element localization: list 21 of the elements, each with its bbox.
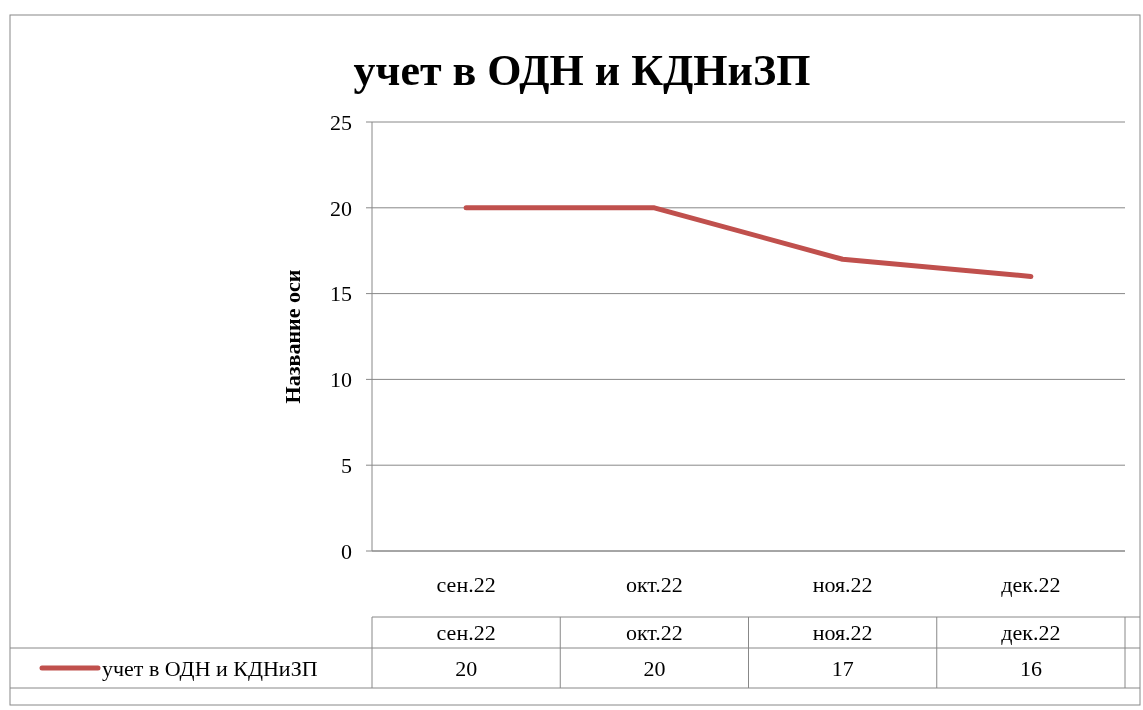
y-tick-label: 20 <box>330 195 352 221</box>
y-tick-label: 25 <box>330 109 352 135</box>
y-tick-label: 10 <box>330 367 352 393</box>
data-label: 17 <box>831 655 854 681</box>
category-label: ноя.22 <box>812 620 873 646</box>
category-label: дек.22 <box>1001 620 1061 646</box>
category-label: окт.22 <box>625 620 683 646</box>
legend-label: учет в ОДН и КДНиЗП <box>102 655 318 681</box>
category-label: сен.22 <box>436 620 496 646</box>
data-label: 20 <box>643 655 666 681</box>
y-tick-label: 5 <box>341 452 352 478</box>
x-tick-label: окт.22 <box>625 572 683 597</box>
y-axis-title: Название оси <box>280 269 305 404</box>
data-label: 20 <box>455 655 478 681</box>
chart-title: учет в ОДН и КДНиЗП <box>353 46 811 95</box>
x-tick-label: дек.22 <box>1001 572 1061 597</box>
y-tick-label: 0 <box>341 538 352 564</box>
x-tick-label: ноя.22 <box>812 572 873 597</box>
y-tick-label: 15 <box>330 281 352 307</box>
data-label: 16 <box>1019 655 1042 681</box>
x-tick-label: сен.22 <box>436 572 496 597</box>
